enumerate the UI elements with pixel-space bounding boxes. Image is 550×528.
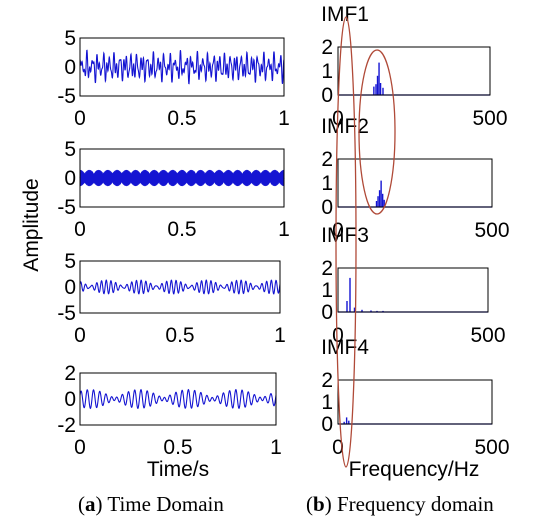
x-tick-label: 500 — [472, 107, 507, 130]
frequency-axes-frame — [337, 267, 489, 313]
y-tick-label: 0 — [64, 167, 76, 190]
x-tick-label: 0 — [74, 107, 86, 130]
caption-b-text: Frequency domain — [331, 492, 494, 516]
panel-title: IMF2 — [321, 115, 369, 138]
panel-title: IMF3 — [321, 224, 369, 247]
y-tick-label: 0 — [64, 56, 76, 79]
low-frequency-highlight-ellipse — [335, 16, 357, 468]
y-tick-label: 2 — [321, 369, 333, 392]
y-tick-label: -2 — [57, 414, 76, 437]
y-tick-label: 1 — [321, 60, 333, 83]
x-tick-label: 0.5 — [163, 436, 192, 459]
x-tick-label: 0 — [332, 324, 344, 347]
caption-a-text: Time Domain — [102, 492, 224, 516]
time-axes-frame — [79, 260, 281, 314]
y-tick-label: 0 — [64, 388, 76, 411]
x-tick-label: 0.5 — [167, 218, 196, 241]
frequency-axes-frame — [337, 158, 493, 208]
y-tick-label: 0 — [321, 84, 333, 107]
panel-title: IMF4 — [321, 336, 369, 359]
x-tick-label: 1 — [278, 218, 290, 241]
y-tick-label: 0 — [64, 276, 76, 299]
y-tick-label: 5 — [64, 138, 76, 161]
y-tick-label: 2 — [64, 362, 76, 385]
x-tick-label: 0 — [74, 436, 86, 459]
high-frequency-highlight-ellipse — [358, 49, 396, 215]
series-line — [79, 169, 285, 187]
x-tick-label: 1 — [270, 436, 282, 459]
x-tick-label: 1 — [274, 324, 286, 347]
series-line — [79, 49, 285, 85]
x-tick-label: 500 — [474, 436, 509, 459]
time-axes-frame — [79, 148, 285, 208]
y-tick-label: -5 — [57, 302, 76, 325]
y-tick-label: 0 — [321, 413, 333, 436]
y-tick-label: 2 — [321, 148, 333, 171]
frequency-axes-frame — [337, 46, 491, 96]
x-axis-label-time: Time/s — [147, 458, 209, 481]
y-tick-label: 1 — [321, 391, 333, 414]
time-axes-frame — [79, 37, 285, 97]
caption-b: (b) Frequency domain — [306, 492, 494, 516]
panel-title: IMF1 — [321, 3, 369, 26]
frequency-axes-frame — [337, 379, 493, 425]
x-tick-label: 0 — [332, 219, 344, 242]
x-tick-label: 500 — [474, 219, 509, 242]
time-axes-frame — [79, 372, 277, 426]
x-tick-label: 0.5 — [165, 324, 194, 347]
caption-a: (a) Time Domain — [78, 492, 224, 516]
y-tick-label: -5 — [57, 85, 76, 108]
series-line — [79, 388, 277, 410]
y-tick-label: 2 — [321, 36, 333, 59]
x-tick-label: 500 — [470, 324, 505, 347]
caption-b-letter: b — [313, 492, 325, 516]
x-tick-label: 0 — [74, 218, 86, 241]
series-line — [79, 279, 281, 295]
x-axis-label-frequency: Frequency/Hz — [349, 458, 480, 481]
y-tick-label: 5 — [64, 27, 76, 50]
y-tick-label: 0 — [321, 196, 333, 219]
y-axis-label-amplitude: Amplitude — [20, 178, 43, 271]
caption-a-letter: a — [85, 492, 96, 516]
y-tick-label: 1 — [321, 172, 333, 195]
y-tick-label: 5 — [64, 250, 76, 273]
y-tick-label: 2 — [321, 257, 333, 280]
x-tick-label: 0.5 — [167, 107, 196, 130]
x-tick-label: 0 — [74, 324, 86, 347]
y-tick-label: 0 — [321, 301, 333, 324]
y-tick-label: 1 — [321, 279, 333, 302]
x-tick-label: 0 — [332, 436, 344, 459]
x-tick-label: 1 — [278, 107, 290, 130]
y-tick-label: -5 — [57, 196, 76, 219]
